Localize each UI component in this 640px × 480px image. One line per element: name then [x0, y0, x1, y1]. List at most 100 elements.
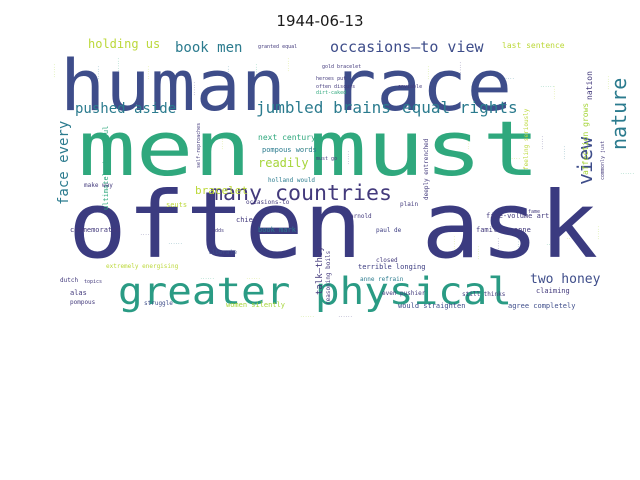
cloud-word: chief — [236, 216, 257, 224]
cloud-word: two honey — [530, 272, 601, 287]
cloud-word: human race — [60, 45, 512, 127]
filler-word: ······ — [500, 76, 514, 81]
filler-word: ······ — [338, 314, 352, 319]
filler-word: ······ — [556, 206, 561, 220]
cloud-word: bracelet — [195, 184, 248, 197]
cloud-word: next century — [258, 133, 316, 142]
cloud-word: equal rights — [402, 98, 518, 117]
cloud-word: readily — [258, 156, 309, 170]
cloud-word: would straighten — [398, 302, 465, 310]
filler-word: ······ — [452, 236, 457, 250]
cloud-word: many countries — [210, 181, 392, 205]
filler-word: ······ — [66, 74, 71, 88]
cloud-word: must go — [316, 156, 337, 162]
cloud-word: book men — [175, 40, 242, 56]
filler-word: ······ — [540, 84, 554, 89]
filler-word: ······ — [144, 146, 149, 160]
cloud-word: claiming — [536, 287, 570, 295]
filler-word: ······ — [426, 66, 431, 80]
cloud-word: view — [573, 136, 597, 185]
filler-word: ······ — [346, 151, 351, 165]
cloud-word: liberate — [208, 249, 237, 256]
cloud-word: often discuss — [316, 84, 355, 90]
cloud-word: struggle — [144, 300, 173, 307]
cloud-word: terrible longing — [358, 263, 425, 271]
filler-word: ······ — [108, 136, 113, 150]
filler-word: ······ — [476, 246, 481, 260]
filler-word: ······ — [458, 62, 463, 76]
filler-word: ······ — [566, 236, 580, 241]
cloud-word: closed — [376, 257, 398, 264]
filler-word: ······ — [516, 234, 521, 248]
filler-word: ······ — [546, 242, 560, 247]
filler-word: ······ — [192, 82, 197, 96]
cloud-word: commonly just — [600, 141, 606, 180]
cloud-word: nature — [607, 78, 631, 150]
filler-word: ······ — [254, 64, 259, 78]
cloud-word: familiar anne — [476, 226, 531, 234]
chart-title: 1944-06-13 — [276, 12, 364, 30]
cloud-word: gold bracelet — [322, 64, 361, 70]
cloud-word: heroes put — [316, 76, 346, 82]
filler-word: ······ — [376, 136, 381, 150]
cloud-word: still thinks — [462, 291, 506, 298]
filler-word: ······ — [226, 66, 231, 80]
cloud-word: dirt-caked — [316, 90, 346, 96]
cloud-word: arnold — [350, 213, 372, 220]
filler-word: ······ — [52, 64, 57, 78]
cloud-word: holland would — [268, 177, 315, 184]
cloud-word: seuts — [166, 201, 187, 209]
filler-word: ······ — [200, 276, 214, 281]
cloud-word: self-reproaches — [196, 123, 202, 168]
cloud-word: occasions-to — [246, 199, 290, 206]
cloud-word: dutch — [60, 277, 78, 284]
filler-word: ······ — [84, 136, 89, 150]
cloud-word: talk—they — [315, 246, 325, 295]
cloud-word: deeply entrenched — [423, 138, 430, 200]
cloud-word: reasoning boils — [325, 250, 332, 305]
cloud-word: pompous — [70, 299, 96, 306]
cloud-word: plain — [400, 201, 418, 208]
filler-word: ······ — [168, 241, 182, 246]
cloud-word: feeling seriously — [523, 108, 530, 170]
filler-word: ······ — [220, 136, 225, 150]
filler-word: ······ — [286, 58, 291, 72]
cloud-word: face every — [56, 121, 72, 205]
filler-word: ······ — [552, 86, 557, 100]
cloud-word: commemorated — [70, 226, 121, 234]
cloud-word: men must — [78, 104, 540, 193]
filler-word: ······ — [466, 136, 471, 150]
cloud-word: make way — [84, 182, 113, 189]
cloud-word: occasions—to view — [330, 38, 484, 56]
filler-word: ······ — [562, 146, 567, 160]
cloud-word: granted equal — [258, 44, 297, 50]
cloud-word: topics — [84, 279, 102, 285]
cloud-word: even pushier — [382, 290, 426, 297]
cloud-word: jumbled brains — [256, 98, 391, 117]
filler-word: ······ — [620, 171, 634, 176]
cloud-word: often ask — [68, 172, 598, 279]
filler-word: ······ — [156, 78, 161, 92]
filler-word: ······ — [96, 66, 101, 80]
cloud-word: fame — [528, 209, 540, 215]
filler-word: ······ — [146, 66, 151, 80]
cloud-word: pushed aside — [75, 101, 176, 117]
cloud-word: anne refrain — [360, 276, 404, 283]
cloud-word: pompous words — [262, 146, 317, 154]
cloud-word: affection grows — [581, 103, 590, 175]
filler-word: ······ — [300, 146, 314, 151]
cloud-word: book mark — [258, 226, 297, 234]
cloud-word: holding us — [88, 37, 160, 51]
cloud-word: ultimately beautiful — [102, 126, 110, 210]
filler-word: ······ — [596, 226, 601, 240]
cloud-word: nation — [585, 71, 594, 100]
filler-word: ······ — [140, 232, 154, 237]
cloud-word: alas — [70, 289, 87, 297]
cloud-word: extremely energising — [106, 263, 179, 270]
cloud-word: adds — [212, 228, 224, 234]
cloud-word: agree completely — [508, 302, 575, 310]
cloud-word: greater physical — [118, 270, 512, 313]
cloud-word: enviable — [398, 84, 422, 90]
filler-word: ······ — [300, 314, 314, 319]
